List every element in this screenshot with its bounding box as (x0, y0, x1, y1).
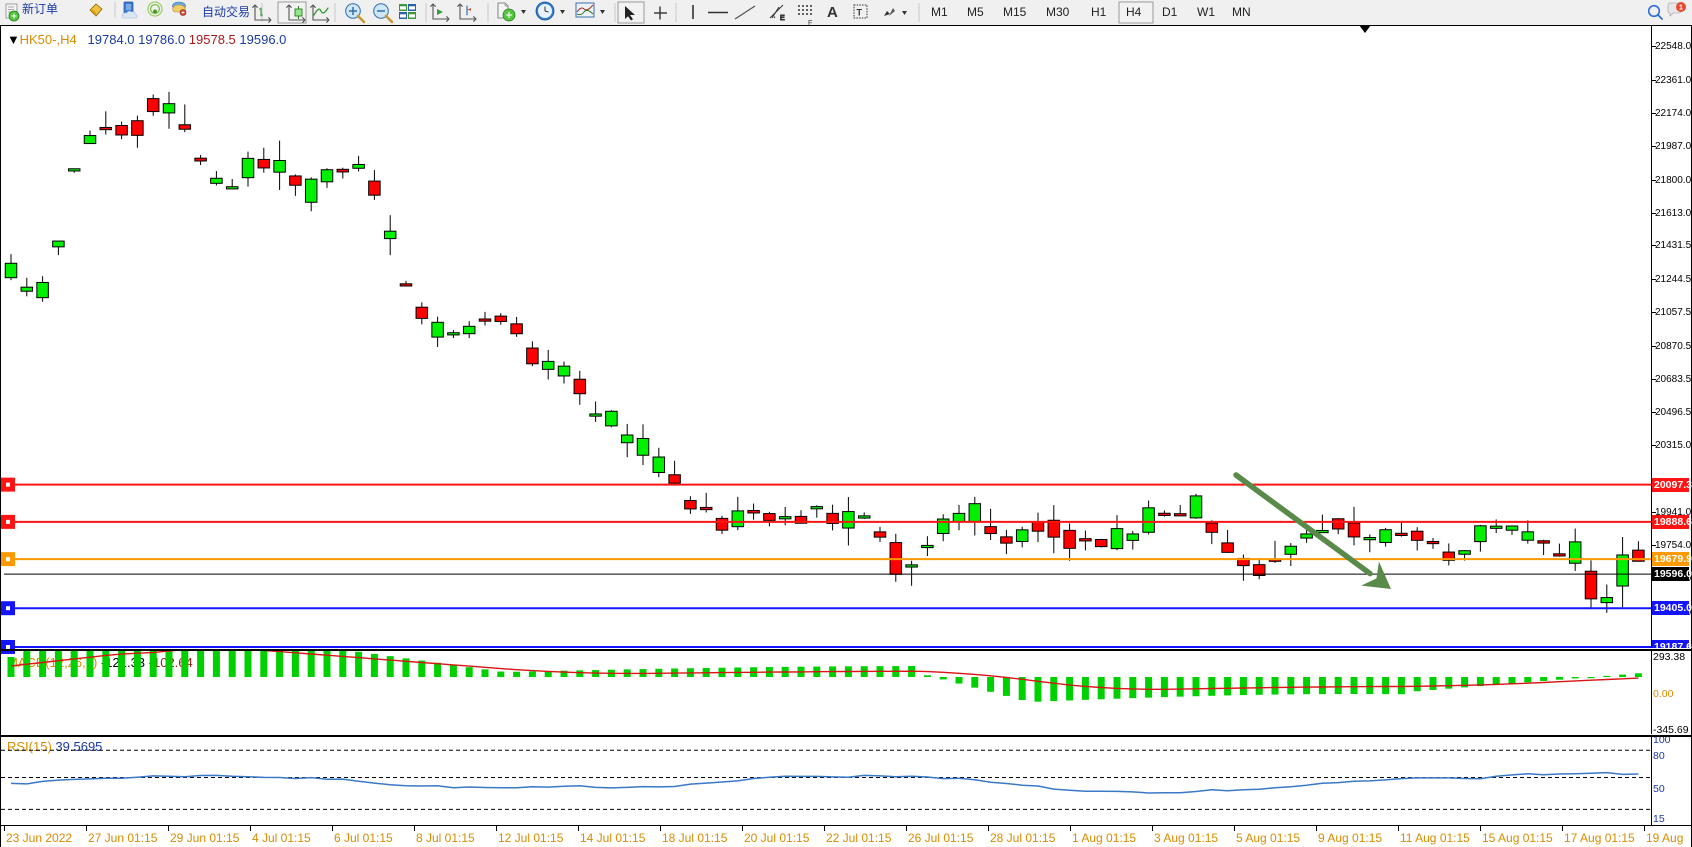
svg-text:新订单: 新订单 (22, 1, 58, 16)
svg-text:1: 1 (1679, 3, 1683, 12)
svg-text:H4: H4 (1126, 5, 1142, 19)
svg-text:自动交易: 自动交易 (202, 4, 250, 19)
svg-text:M1: M1 (931, 5, 948, 19)
svg-text:H1: H1 (1091, 5, 1107, 19)
svg-text:W1: W1 (1197, 5, 1215, 19)
svg-text:T: T (857, 8, 863, 18)
svg-text:A: A (827, 4, 838, 21)
svg-text:MN: MN (1232, 5, 1251, 19)
svg-text:M5: M5 (967, 5, 984, 19)
svg-text:M30: M30 (1046, 5, 1070, 19)
svg-text:E: E (780, 15, 785, 22)
svg-text:M15: M15 (1003, 5, 1027, 19)
svg-text:D1: D1 (1162, 5, 1178, 19)
